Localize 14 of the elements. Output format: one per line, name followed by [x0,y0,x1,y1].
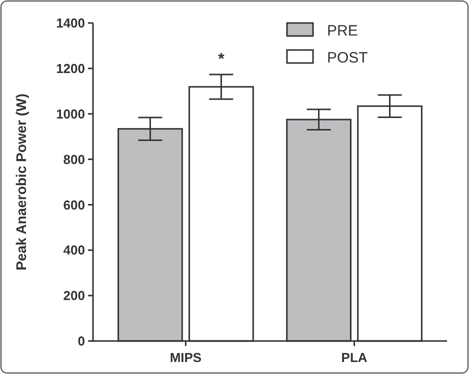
y-tick-label: 200 [63,288,85,304]
y-tick-label: 800 [63,152,85,167]
annotation: * [218,50,226,68]
x-tick-label: PLA [341,350,368,365]
x-tick-label: MIPS [170,350,202,365]
legend-label: PRE [327,22,358,40]
y-tick-label: 400 [63,242,85,258]
y-tick-label: 1400 [56,16,85,31]
y-tick-label: 1000 [56,106,85,122]
y-axis-title: Peak Anaerobic Power (W) [13,94,29,270]
y-tick-label: 600 [63,197,85,212]
y-tick-label: 1200 [56,60,85,76]
y-tick-label: 0 [78,334,85,349]
legend-label: POST [327,49,368,66]
